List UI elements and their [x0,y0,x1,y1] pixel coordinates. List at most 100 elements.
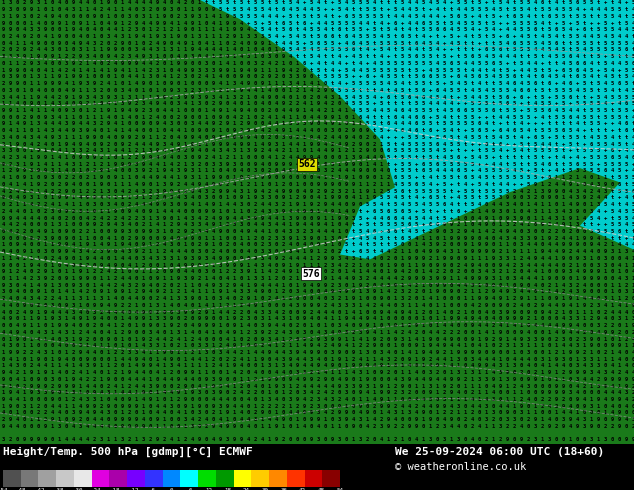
Text: 3: 3 [281,135,285,140]
Text: 0: 0 [176,7,179,12]
Text: 2: 2 [93,249,96,254]
Text: 4: 4 [484,323,488,328]
Text: t: t [302,54,306,59]
Text: 4: 4 [141,397,145,402]
Text: 0: 0 [408,417,411,422]
Text: 4: 4 [247,108,250,113]
Text: 1: 1 [344,108,347,113]
Text: 9: 9 [443,276,446,281]
Text: 9: 9 [65,189,68,194]
Text: 3: 3 [127,14,131,19]
Text: 9: 9 [519,437,522,441]
Text: 1: 1 [120,196,124,200]
Text: 9: 9 [512,196,515,200]
Text: 0: 0 [225,377,229,382]
Text: 3: 3 [218,296,222,301]
Text: 4: 4 [519,68,522,73]
Text: 5: 5 [498,169,501,173]
Text: 0: 0 [15,0,18,5]
Text: 1: 1 [134,263,138,268]
Text: 5: 5 [583,74,586,79]
Text: 5: 5 [540,148,543,153]
Text: +: + [456,189,460,194]
Text: 4: 4 [281,108,285,113]
Text: 0: 0 [309,209,313,214]
Text: 9: 9 [233,263,236,268]
Text: 1: 1 [261,182,264,187]
Text: 0: 0 [533,229,536,234]
Text: 1: 1 [204,27,207,32]
Text: 4: 4 [141,21,145,25]
Text: 9: 9 [477,249,481,254]
Text: 1: 1 [183,391,186,395]
Text: t: t [401,74,404,79]
Text: 1: 1 [240,330,243,335]
Text: 5: 5 [450,175,453,180]
Text: 5: 5 [583,14,586,19]
Text: 2: 2 [302,229,306,234]
Text: 2: 2 [456,330,460,335]
Text: 0: 0 [233,196,236,200]
Text: Height/Temp. 500 hPa [gdmp][°C] ECMWF: Height/Temp. 500 hPa [gdmp][°C] ECMWF [3,447,253,457]
Text: 9: 9 [65,236,68,241]
Text: 4: 4 [526,243,529,247]
Text: 0: 0 [309,74,313,79]
Text: 5: 5 [337,7,340,12]
Text: 3: 3 [624,391,628,395]
Text: 5: 5 [436,135,439,140]
Text: 2: 2 [512,296,515,301]
Text: 2: 2 [120,350,124,355]
Text: 9: 9 [379,155,383,160]
Text: 2: 2 [372,424,375,429]
Text: 4: 4 [302,357,306,362]
Text: 2: 2 [547,397,550,402]
Text: 5: 5 [470,135,474,140]
Text: 4: 4 [233,202,236,207]
Text: 5: 5 [365,34,368,39]
Text: 4: 4 [57,310,61,315]
Text: 2: 2 [29,34,32,39]
Text: 1: 1 [120,21,124,25]
Text: 0: 0 [309,243,313,247]
Text: 2: 2 [309,404,313,409]
Text: 3: 3 [330,263,333,268]
Text: +: + [477,27,481,32]
Text: 4: 4 [295,377,299,382]
Text: +: + [505,148,508,153]
Text: 2: 2 [456,222,460,227]
Text: 0: 0 [540,350,543,355]
Text: +: + [393,162,397,167]
Text: 0: 0 [254,81,257,86]
Text: 0: 0 [275,391,278,395]
Text: 0: 0 [72,263,75,268]
Text: 4: 4 [631,216,634,220]
Text: 1: 1 [100,48,103,52]
Text: 4: 4 [618,0,621,5]
Text: 5: 5 [470,74,474,79]
Text: 4: 4 [268,27,271,32]
Text: 9: 9 [568,296,572,301]
Text: 0: 0 [590,411,593,416]
Text: 0: 0 [484,350,488,355]
Text: 9: 9 [190,236,193,241]
Text: 5: 5 [365,81,368,86]
Text: +: + [261,21,264,25]
Text: 1: 1 [295,148,299,153]
Text: 4: 4 [365,21,368,25]
Text: 0: 0 [134,14,138,19]
Text: 5: 5 [365,41,368,46]
Text: 5: 5 [443,54,446,59]
Text: 1: 1 [120,370,124,375]
Text: 2: 2 [568,175,572,180]
Text: 2: 2 [127,236,131,241]
Text: 9: 9 [316,337,320,342]
Text: 9: 9 [568,182,572,187]
Text: 0: 0 [618,323,621,328]
Text: 4: 4 [337,108,340,113]
Text: 2: 2 [288,101,292,106]
Text: 1: 1 [36,128,39,133]
Text: 0: 0 [29,128,32,133]
Text: 1: 1 [540,202,543,207]
Text: 1: 1 [162,276,165,281]
Text: 4: 4 [337,61,340,66]
